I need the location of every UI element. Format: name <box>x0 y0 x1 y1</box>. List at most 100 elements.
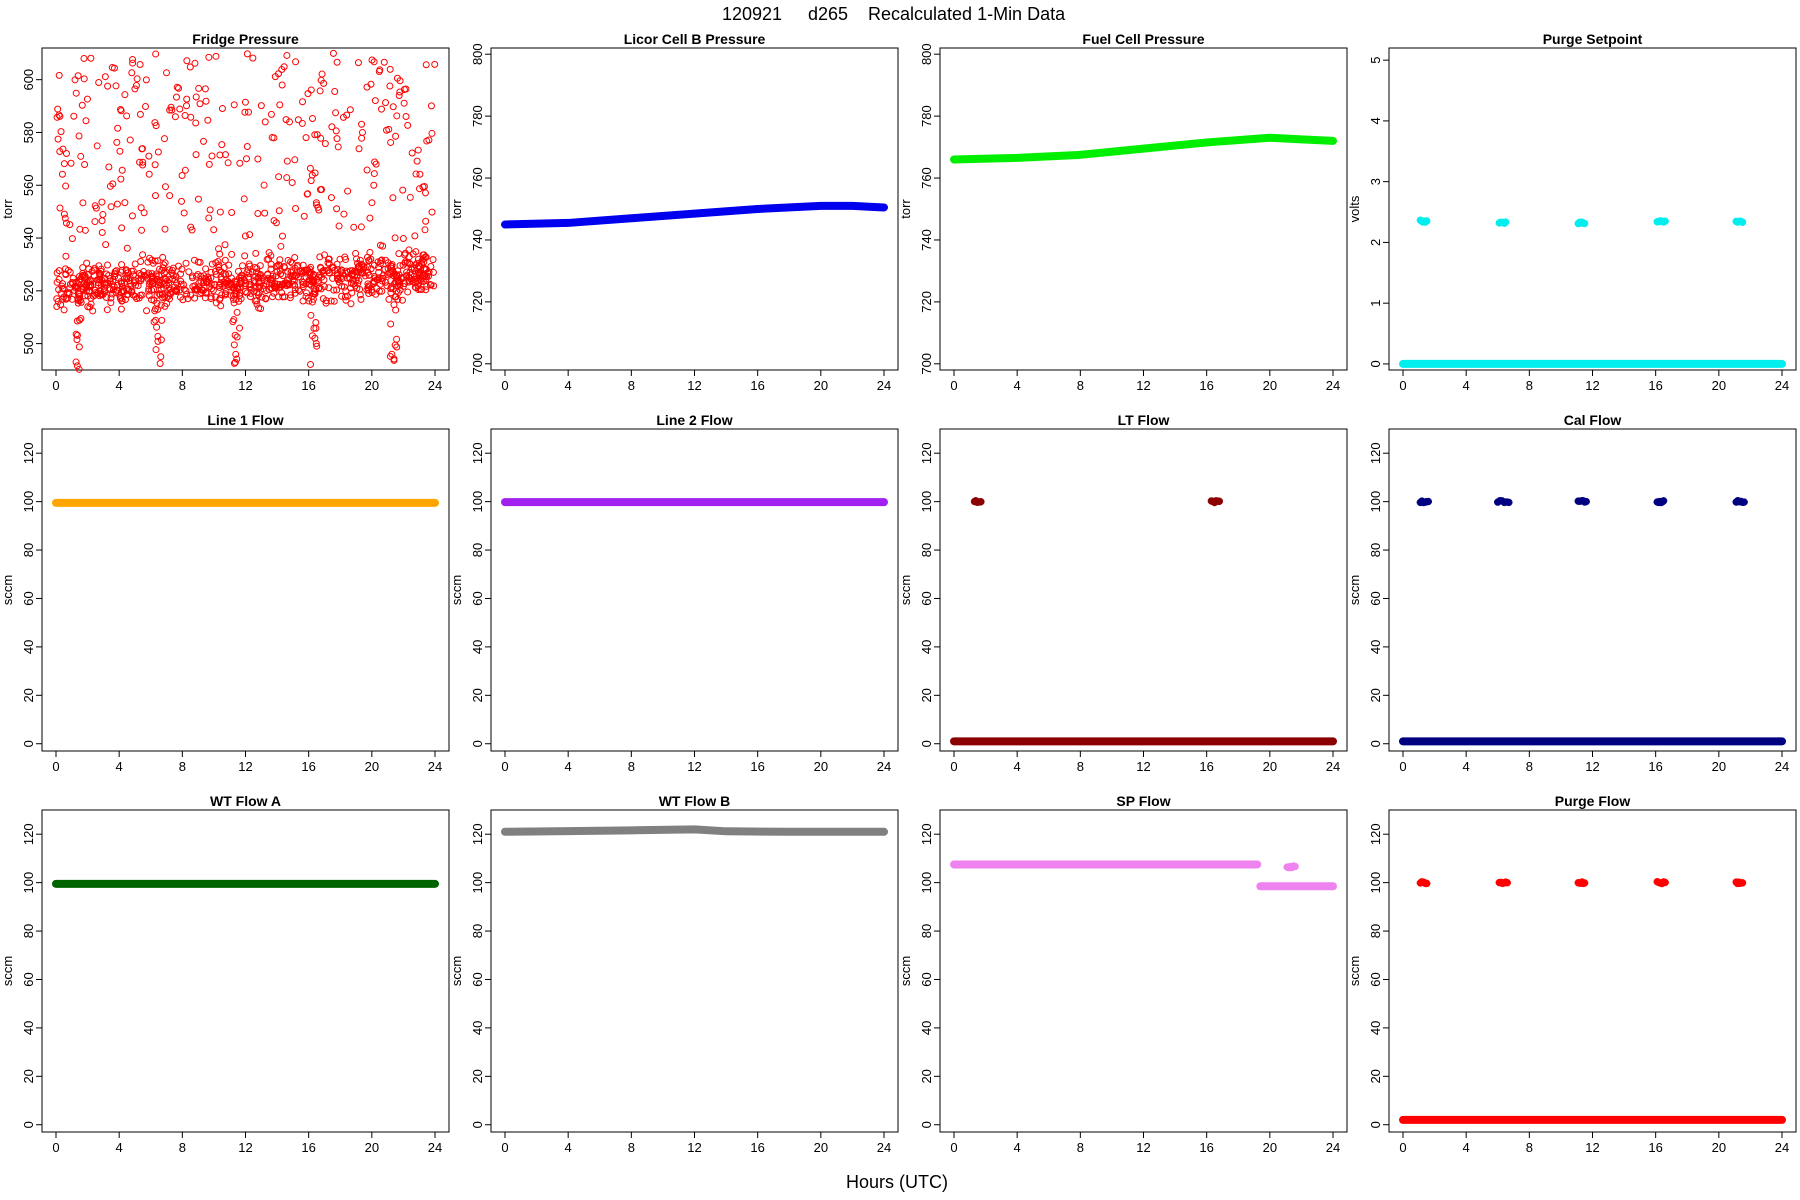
data-point <box>249 54 257 62</box>
data-point <box>95 79 103 87</box>
data-point <box>96 275 104 283</box>
data-point <box>371 97 379 105</box>
data-point <box>382 256 390 264</box>
data-point <box>333 58 341 66</box>
y-tick-label: 0 <box>1368 1121 1383 1128</box>
data-point <box>165 286 173 294</box>
data-point <box>180 209 188 217</box>
data-point <box>139 251 147 259</box>
y-tick-label: 540 <box>21 227 36 249</box>
data-point <box>393 343 401 351</box>
data-point <box>268 133 276 141</box>
data-point <box>216 250 224 258</box>
data-point <box>290 277 298 285</box>
data-point <box>194 286 202 294</box>
x-tick-label: 16 <box>301 378 315 393</box>
data-point <box>159 253 167 261</box>
data-point <box>202 275 210 283</box>
data-point <box>260 181 268 189</box>
data-point <box>173 288 181 296</box>
x-tick-label: 16 <box>750 1140 764 1155</box>
data-point <box>218 275 226 283</box>
data-point <box>132 293 140 301</box>
y-tick-label: 700 <box>470 353 485 375</box>
data-point <box>379 242 387 250</box>
data-point <box>234 285 242 293</box>
data-point <box>346 106 354 114</box>
data-point <box>333 286 341 294</box>
data-point <box>89 292 97 300</box>
data-point <box>325 260 333 268</box>
data-point <box>145 291 153 299</box>
data-point <box>230 299 238 307</box>
y-tick-label: 120 <box>1368 442 1383 464</box>
data-point <box>158 316 166 324</box>
y-axis-label: torr <box>898 199 913 219</box>
data-point <box>311 131 319 139</box>
data-point <box>210 226 218 234</box>
data-point <box>98 217 106 225</box>
x-tick-label: 16 <box>750 378 764 393</box>
y-tick-label: 20 <box>919 1069 934 1083</box>
data-point <box>272 272 280 280</box>
data-point <box>408 149 416 157</box>
data-point <box>338 292 346 300</box>
panel-wt-flow-a: WT Flow A sccm 0 4 8 12 16 20 24 0 20 40 60 80 100 120 <box>0 793 450 1155</box>
y-tick-label: 80 <box>21 543 36 557</box>
x-tick-label: 4 <box>1463 759 1470 774</box>
data-point <box>179 281 187 289</box>
x-tick-label: 16 <box>1199 378 1213 393</box>
data-point <box>62 219 70 227</box>
data-point <box>374 276 382 284</box>
data-point <box>393 112 401 120</box>
data-point <box>136 110 144 118</box>
data-point <box>275 207 283 215</box>
y-tick-label: 0 <box>21 740 36 747</box>
x-tick-label: 4 <box>565 759 572 774</box>
data-point <box>237 274 245 282</box>
data-point <box>146 254 154 262</box>
data-point <box>108 64 116 72</box>
data-point <box>353 255 361 263</box>
data-point <box>117 305 125 313</box>
data-point <box>406 275 414 283</box>
data-point <box>394 278 402 286</box>
data-point <box>302 289 310 297</box>
x-tick-label: 0 <box>950 759 957 774</box>
x-tick-label: 20 <box>1263 378 1277 393</box>
data-point <box>57 128 65 136</box>
x-tick-label: 20 <box>1263 1140 1277 1155</box>
y-tick-label: 20 <box>1368 688 1383 702</box>
x-tick-label: 16 <box>750 759 764 774</box>
data-point <box>136 60 144 68</box>
data-point <box>395 271 403 279</box>
data-point <box>87 300 95 308</box>
data-point <box>120 275 128 283</box>
data-point <box>377 257 385 265</box>
data-point <box>294 116 302 124</box>
data-point <box>291 272 299 280</box>
data-point <box>338 266 346 274</box>
data-point <box>241 252 249 260</box>
data-point <box>140 209 148 217</box>
data-point <box>65 290 73 298</box>
plot-frame <box>939 428 1348 752</box>
data-point <box>378 287 386 295</box>
data-point <box>389 194 397 202</box>
data-point <box>102 241 110 249</box>
y-tick-label: 40 <box>470 1021 485 1035</box>
data-point <box>1422 879 1431 888</box>
data-point <box>230 101 238 109</box>
data-point <box>118 224 126 232</box>
data-point <box>233 308 241 316</box>
data-point <box>202 97 210 105</box>
plot-frame <box>41 428 450 752</box>
data-point <box>182 287 190 295</box>
data-point <box>81 226 89 234</box>
x-tick-label: 20 <box>814 759 828 774</box>
y-tick-label: 100 <box>470 872 485 894</box>
panel-sp-flow: SP Flow sccm 0 4 8 12 16 20 24 0 20 40 60 80 100 120 <box>898 793 1348 1155</box>
data-point <box>73 336 81 344</box>
data-point <box>168 106 176 114</box>
data-point <box>112 82 120 90</box>
